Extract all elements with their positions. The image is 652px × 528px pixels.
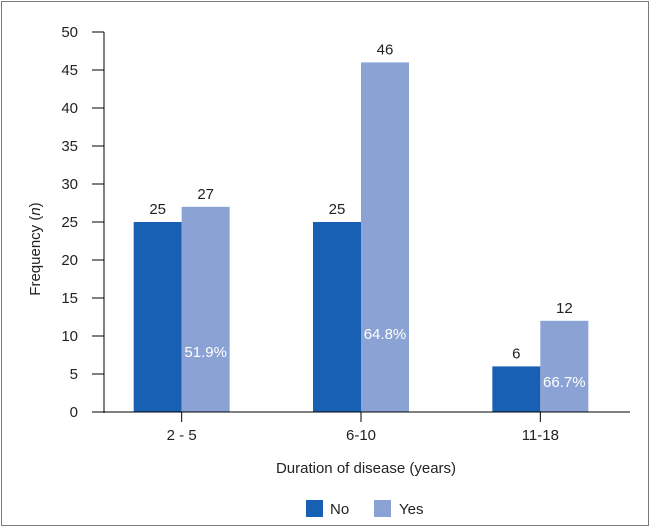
y-tick-label: 5: [70, 366, 78, 383]
bar-yes-2: [540, 320, 589, 412]
data-label: 25: [329, 201, 346, 218]
y-tick-label: 0: [70, 404, 78, 421]
x-tick-label: 2 - 5: [167, 427, 197, 444]
y-tick-label: 50: [61, 24, 78, 41]
y-tick-label: 10: [61, 328, 78, 345]
y-tick-label: 20: [61, 252, 78, 269]
x-axis-ticks: 2 - 5 6-10 11-18: [167, 412, 559, 444]
y-tick-label: 30: [61, 176, 78, 193]
bar-yes-1: [361, 62, 409, 413]
y-tick-label: 40: [61, 100, 78, 117]
percent-label: 64.8%: [364, 326, 407, 343]
percent-label: 51.9%: [184, 344, 227, 361]
legend: No Yes: [306, 500, 423, 518]
bars: [133, 62, 589, 413]
y-axis-ticks: 0 5 10 15 20 25 30 35 40 45 50: [61, 24, 104, 421]
y-axis-label: Frequency (n): [27, 202, 44, 295]
y-tick-label: 35: [61, 138, 78, 155]
data-label: 27: [197, 186, 214, 203]
bar-no-2: [492, 366, 541, 412]
data-label: 25: [149, 201, 166, 218]
value-labels: 25 27 51.9% 25 46 64.8% 6 12 66.7%: [149, 41, 585, 391]
bar-yes-0: [181, 206, 230, 412]
x-tick-label: 6-10: [346, 427, 376, 444]
legend-label-yes: Yes: [399, 501, 423, 518]
bar-no-0: [133, 222, 182, 412]
legend-swatch-yes: [374, 500, 391, 517]
percent-label: 66.7%: [543, 374, 586, 391]
data-label: 46: [377, 41, 394, 58]
data-label: 12: [556, 300, 573, 317]
bar-no-1: [313, 222, 361, 412]
legend-label-no: No: [330, 501, 349, 518]
data-label: 6: [512, 345, 520, 362]
x-tick-label: 11-18: [522, 427, 559, 444]
y-tick-label: 25: [61, 214, 78, 231]
x-axis-label: Duration of disease (years): [276, 460, 456, 477]
y-tick-label: 45: [61, 62, 78, 79]
y-tick-label: 15: [61, 290, 78, 307]
legend-swatch-no: [306, 500, 323, 517]
